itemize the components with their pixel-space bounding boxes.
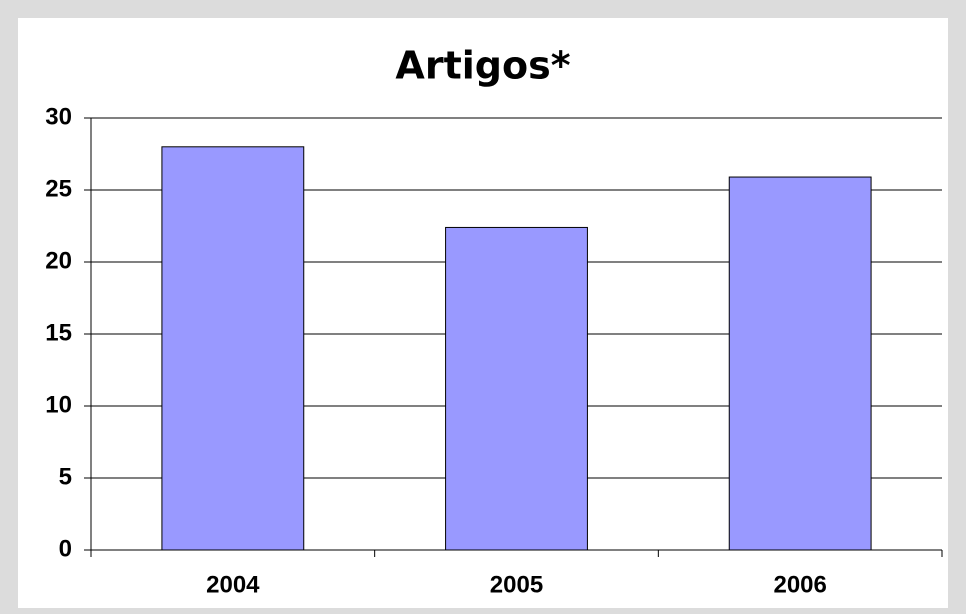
- bar: [728, 176, 872, 551]
- y-tick-label: 5: [59, 463, 72, 490]
- y-tick-label: 15: [45, 319, 72, 346]
- chart-title: Artigos*: [395, 44, 570, 88]
- bar: [161, 146, 305, 551]
- bar: [445, 226, 588, 551]
- x-tick-label: 2004: [206, 571, 260, 598]
- x-tick-label: 2005: [490, 571, 543, 598]
- x-tick-label: 2006: [773, 571, 826, 598]
- y-tick-label: 10: [45, 391, 72, 418]
- y-tick-label: 0: [59, 535, 72, 562]
- y-tick-label: 20: [45, 247, 72, 274]
- y-tick-label: 30: [45, 103, 72, 130]
- y-tick-label: 25: [45, 175, 72, 202]
